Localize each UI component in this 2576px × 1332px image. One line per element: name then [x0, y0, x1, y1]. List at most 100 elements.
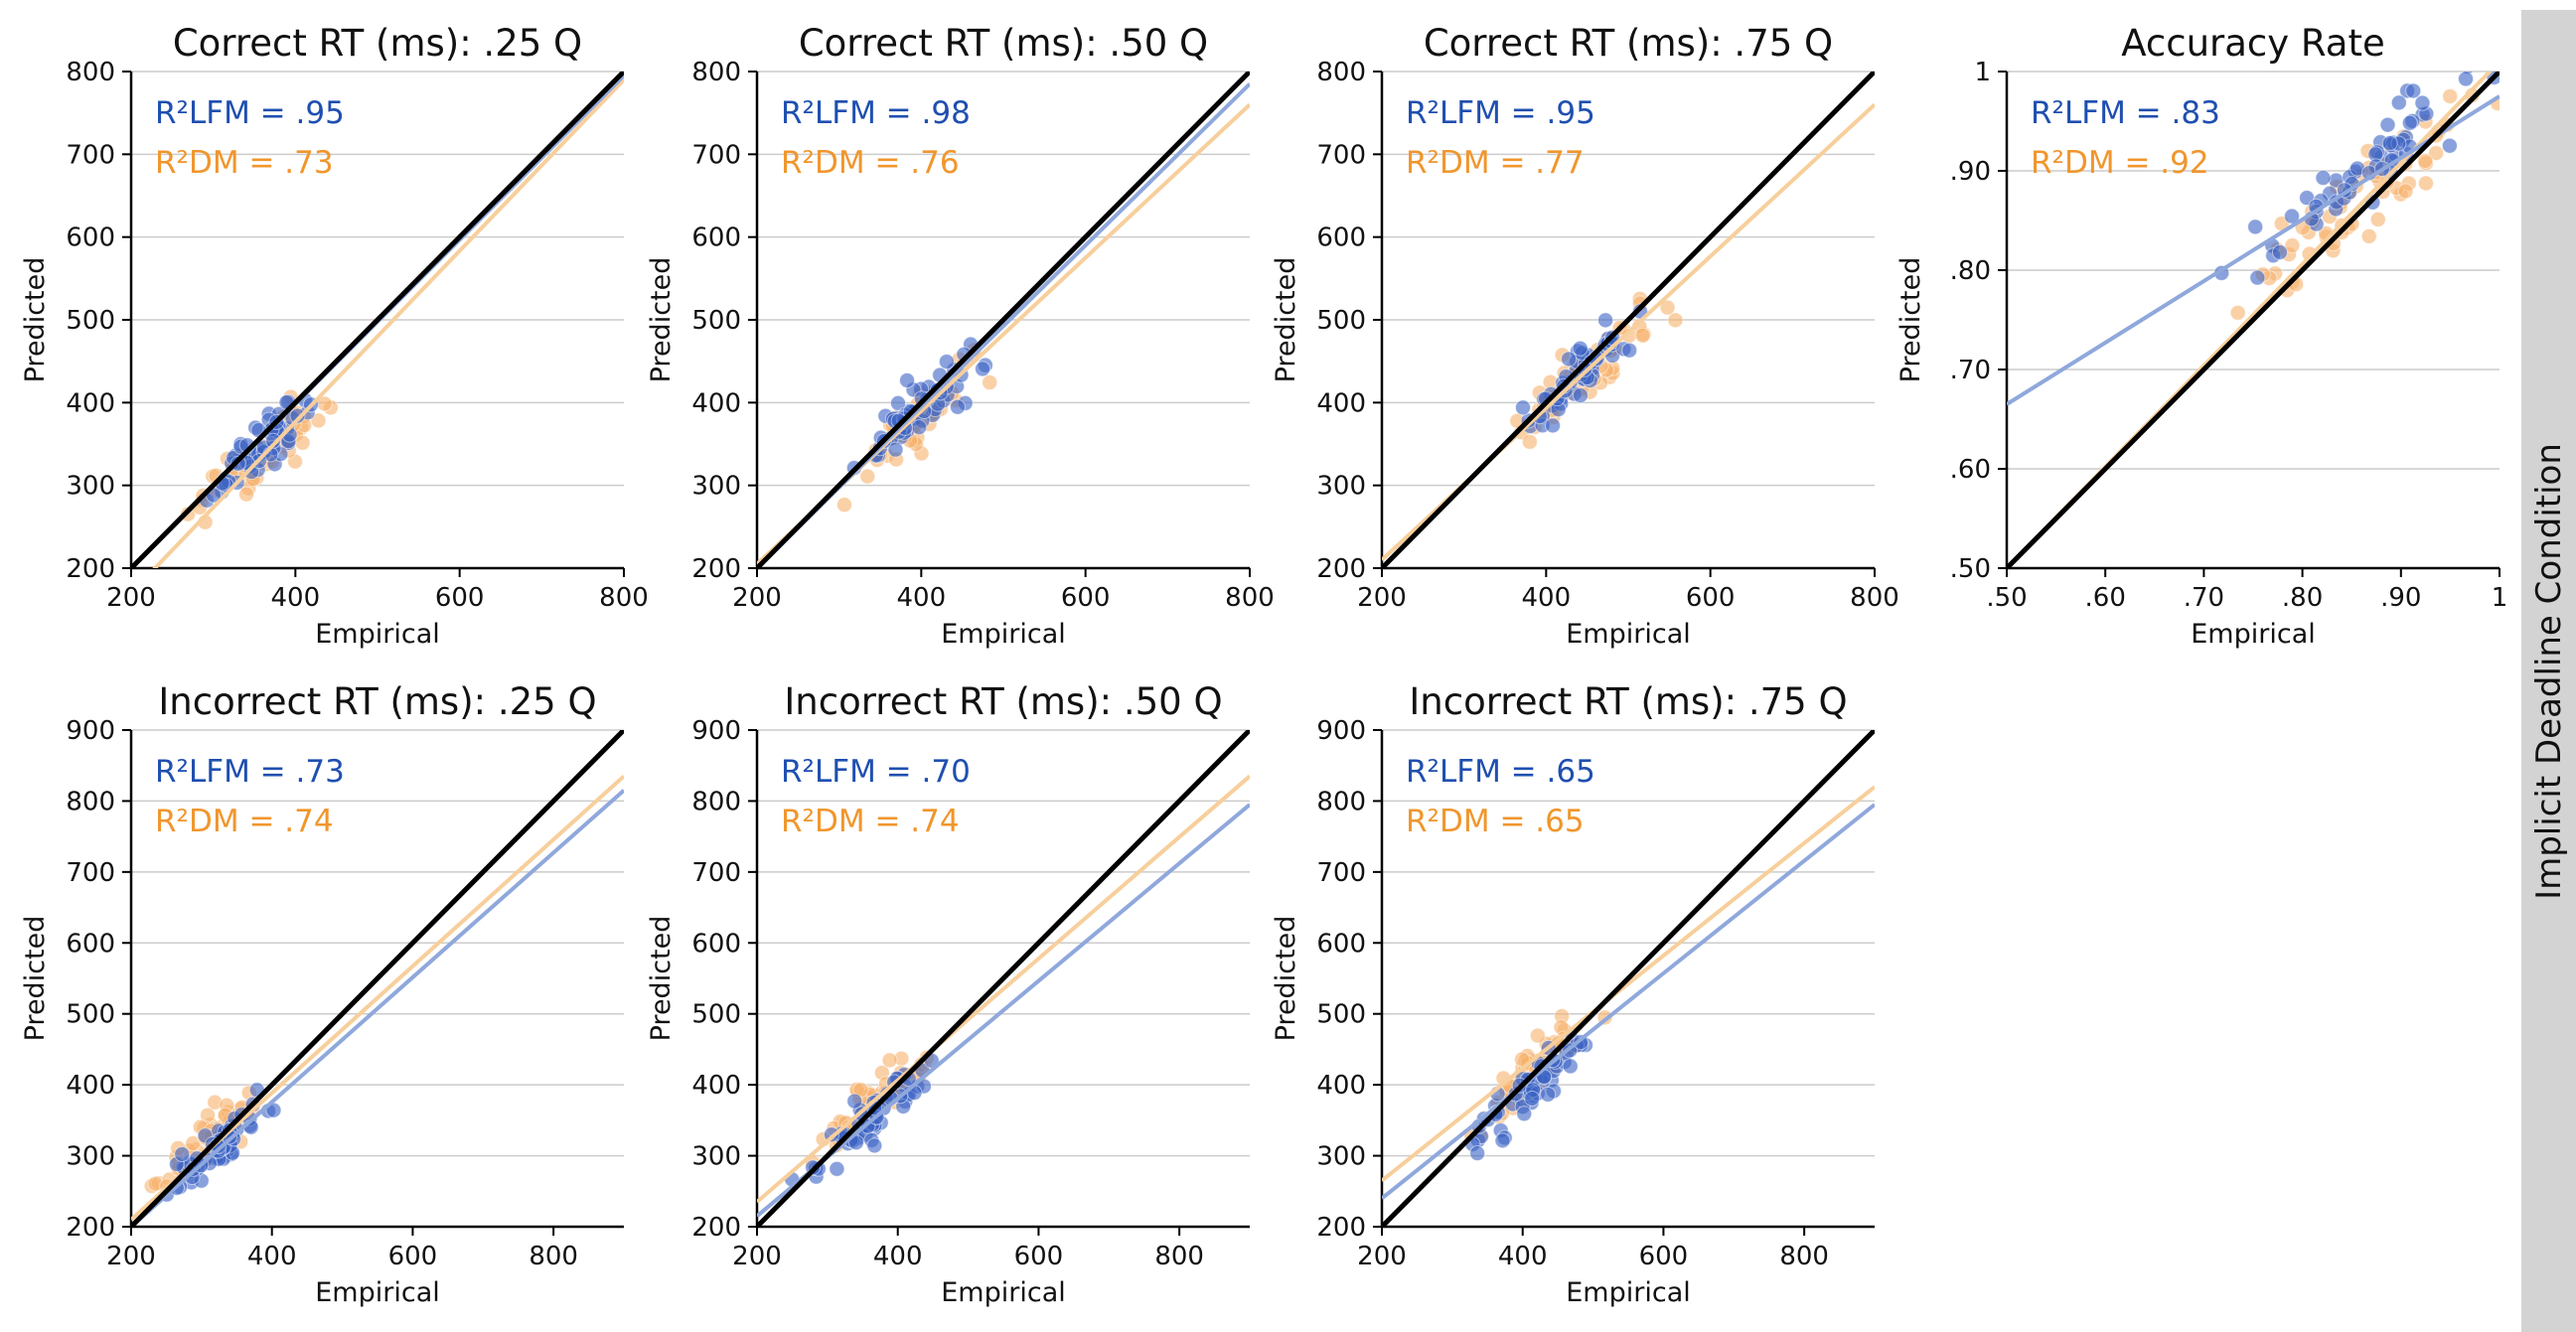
y-tick-label: 700: [66, 140, 115, 170]
dm-point: [2397, 183, 2414, 200]
lfm-point: [1469, 1145, 1486, 1162]
y-tick-label: 200: [691, 1213, 741, 1243]
r2-lfm-label: R²LFM = .95: [155, 95, 345, 131]
lfm-point: [265, 432, 282, 449]
lfm-point: [1524, 1090, 1541, 1107]
y-tick-label: 600: [66, 929, 115, 959]
chart-panel: Incorrect RT (ms): .75 Q 200 400 600 800 200 3…: [1271, 680, 1875, 1308]
x-tick-label: 200: [106, 1242, 156, 1271]
y-tick-label: 800: [691, 58, 741, 87]
lfm-point: [949, 398, 966, 415]
dm-point: [2442, 87, 2459, 104]
x-tick-label: 800: [1154, 1242, 1204, 1271]
scatter-points: [2213, 46, 2500, 321]
fit-lines: [1382, 730, 1875, 1227]
condition-label-text: Implicit Deadline Condition: [2528, 442, 2569, 900]
x-tick-label: 800: [529, 1242, 578, 1271]
y-tick-label: 800: [1316, 787, 1366, 816]
y-tick-label: 600: [1316, 223, 1366, 253]
x-tick-label: 400: [247, 1242, 297, 1271]
identity-line: [131, 730, 624, 1227]
dm-point: [238, 486, 255, 503]
identity-line: [131, 72, 624, 568]
x-axis-label: Empirical: [315, 1277, 440, 1308]
x-tick-label: 600: [1014, 1242, 1064, 1271]
y-axis-label: Predicted: [646, 257, 677, 383]
x-tick-label: .70: [2184, 583, 2224, 613]
x-tick-label: 800: [599, 583, 649, 613]
y-tick-label: .90: [1950, 157, 1991, 187]
figure: Correct RT (ms): .25 Q 200 400 600 800 200 300…: [20, 22, 2507, 1308]
r2-dm-label: R²DM = .76: [781, 145, 960, 181]
y-tick-label: 200: [1316, 554, 1366, 584]
lfm-point: [1561, 351, 1578, 368]
r2-lfm-label: R²LFM = .95: [1406, 95, 1595, 131]
lfm-point: [2315, 170, 2332, 187]
lfm-point: [2458, 72, 2475, 87]
lfm-point: [1621, 342, 1638, 359]
r2-lfm-label: R²LFM = .83: [2031, 95, 2220, 131]
x-tick-label: 600: [388, 1242, 438, 1271]
y-tick-label: 900: [66, 716, 115, 746]
x-tick-label: 600: [1686, 583, 1736, 613]
y-tick-label: 800: [66, 58, 115, 87]
lfm-point: [2390, 94, 2407, 111]
x-tick-label: .50: [1986, 583, 2027, 613]
lfm-point: [1494, 1132, 1511, 1149]
chart-title: Correct RT (ms): .50 Q: [799, 22, 1208, 65]
dm-fit-line: [1382, 785, 1875, 1183]
y-tick-label: 200: [1316, 1213, 1366, 1243]
y-tick-label: 300: [691, 1142, 741, 1172]
chart-panel: Correct RT (ms): .75 Q 200 400 600 800 200 300…: [1271, 22, 1899, 650]
lfm-point: [1562, 1058, 1579, 1075]
chart-panel: Correct RT (ms): .25 Q 200 400 600 800 200 300…: [20, 22, 649, 650]
lfm-point: [2247, 219, 2264, 235]
y-tick-label: 500: [66, 306, 115, 336]
r2-dm-label: R²DM = .73: [155, 145, 334, 181]
dm-point: [1659, 299, 1676, 316]
y-tick-label: 400: [66, 1071, 115, 1101]
y-tick-label: 400: [66, 388, 115, 418]
y-tick-label: 200: [66, 1213, 115, 1243]
y-tick-label: 800: [1316, 58, 1366, 87]
lfm-fit-line: [1382, 803, 1875, 1200]
lfm-point: [2405, 82, 2422, 99]
r2-lfm-label: R²LFM = .98: [781, 95, 971, 131]
x-tick-label: 800: [1225, 583, 1275, 613]
y-tick-label: 300: [1316, 1142, 1366, 1172]
y-tick-label: 700: [66, 858, 115, 888]
fit-lines: [131, 72, 624, 568]
x-axis-label: Empirical: [2191, 619, 2316, 650]
dm-point: [2360, 227, 2377, 244]
y-tick-label: 200: [66, 554, 115, 584]
lfm-point: [866, 1137, 883, 1154]
y-tick-label: 500: [691, 1000, 741, 1030]
x-tick-label: 600: [435, 583, 485, 613]
lfm-point: [2381, 135, 2398, 152]
chart-title: Accuracy Rate: [2121, 22, 2385, 65]
y-axis-label: Predicted: [1271, 916, 1301, 1042]
x-tick-label: 200: [1357, 583, 1407, 613]
y-tick-label: 300: [66, 1142, 115, 1172]
x-tick-label: 200: [732, 583, 782, 613]
lfm-point: [829, 1160, 845, 1177]
lfm-point: [289, 407, 306, 424]
lfm-point: [975, 361, 991, 377]
x-tick-label: 400: [1522, 583, 1572, 613]
dm-point: [1521, 433, 1538, 450]
lfm-point: [1516, 1106, 1533, 1122]
y-axis-label: Predicted: [1895, 257, 1926, 383]
y-tick-label: 400: [691, 1071, 741, 1101]
y-tick-label: .80: [1950, 256, 1991, 286]
lfm-point: [2464, 46, 2479, 61]
y-tick-label: 200: [691, 554, 741, 584]
y-tick-label: .50: [1950, 554, 1991, 584]
lfm-fit-line: [2007, 94, 2500, 406]
y-tick-label: 900: [691, 716, 741, 746]
y-tick-label: 300: [66, 472, 115, 502]
x-axis-label: Empirical: [941, 619, 1066, 650]
y-tick-label: 400: [1316, 1071, 1366, 1101]
y-tick-label: 900: [1316, 716, 1366, 746]
lfm-point: [2249, 269, 2266, 286]
y-tick-label: 700: [691, 858, 741, 888]
